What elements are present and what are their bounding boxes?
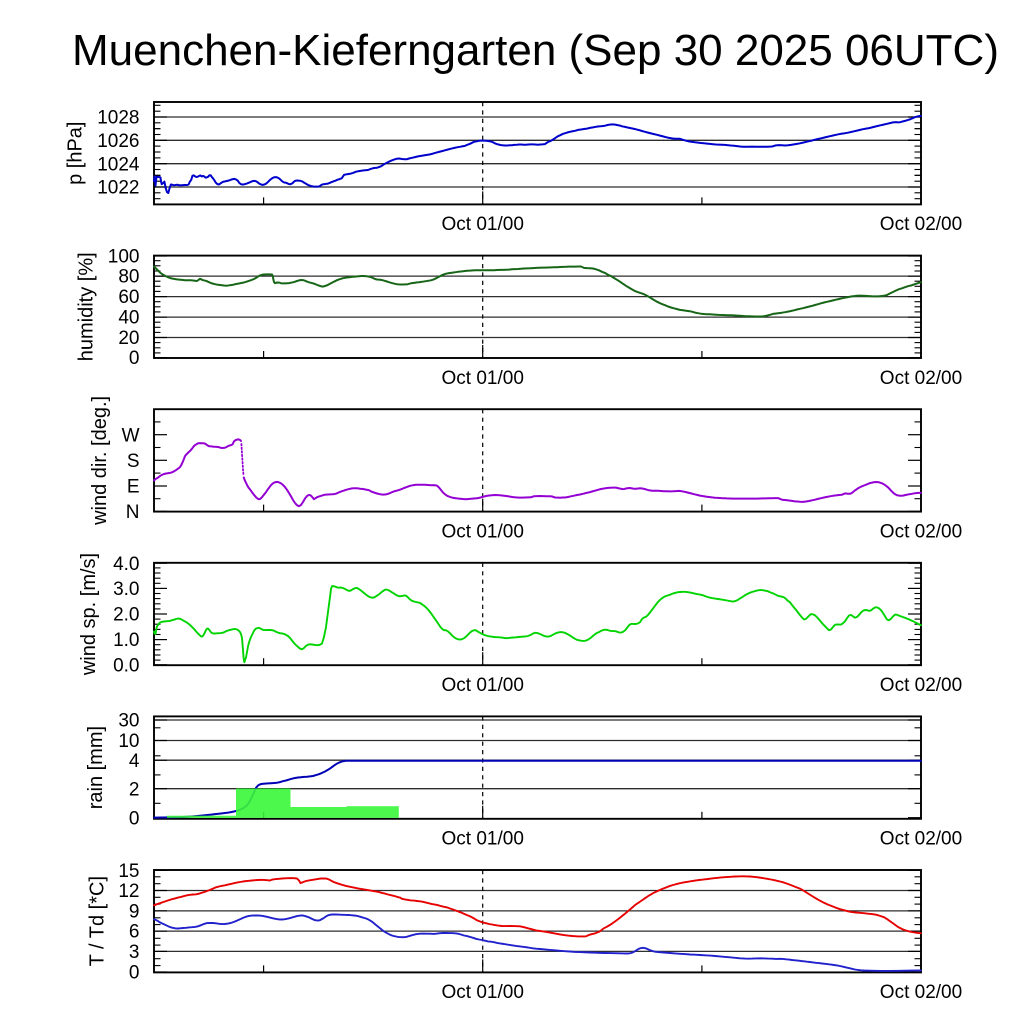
svg-text:p [hPa]: p [hPa] (65, 122, 87, 185)
svg-text:10: 10 (118, 731, 139, 752)
svg-text:0: 0 (129, 348, 140, 369)
svg-text:Oct 01/00: Oct 01/00 (442, 368, 524, 389)
svg-text:Oct 02/00: Oct 02/00 (880, 829, 962, 850)
svg-text:2.0: 2.0 (113, 605, 139, 626)
svg-text:3.0: 3.0 (113, 579, 139, 600)
svg-text:S: S (127, 451, 140, 472)
svg-text:0.0: 0.0 (113, 655, 139, 676)
svg-text:60: 60 (118, 287, 139, 308)
svg-text:wind sp. [m/s]: wind sp. [m/s] (78, 553, 100, 676)
svg-text:1028: 1028 (97, 108, 139, 129)
svg-text:T / Td [*C]: T / Td [*C] (87, 876, 109, 966)
svg-text:30: 30 (118, 711, 139, 732)
svg-text:Oct 02/00: Oct 02/00 (880, 982, 962, 1003)
svg-text:1024: 1024 (97, 154, 140, 175)
svg-text:Oct 01/00: Oct 01/00 (442, 214, 524, 235)
svg-text:humidity [%]: humidity [%] (75, 252, 97, 361)
svg-text:1022: 1022 (97, 178, 139, 199)
svg-text:rain [mm]: rain [mm] (85, 726, 107, 809)
svg-text:6: 6 (129, 922, 140, 943)
svg-text:2: 2 (129, 779, 140, 800)
svg-text:4: 4 (129, 751, 140, 772)
svg-text:wind dir. [deg.]: wind dir. [deg.] (89, 396, 111, 526)
svg-text:1.0: 1.0 (113, 630, 139, 651)
svg-text:15: 15 (118, 861, 139, 882)
svg-text:12: 12 (118, 881, 139, 902)
svg-text:W: W (122, 425, 140, 446)
svg-text:Oct 01/00: Oct 01/00 (442, 675, 524, 696)
svg-text:40: 40 (118, 308, 139, 329)
svg-text:100: 100 (108, 247, 140, 268)
svg-text:Oct 02/00: Oct 02/00 (880, 675, 962, 696)
svg-text:20: 20 (118, 328, 139, 349)
svg-text:4.0: 4.0 (113, 554, 139, 575)
svg-text:0: 0 (129, 808, 140, 829)
svg-text:Oct 01/00: Oct 01/00 (442, 982, 524, 1003)
svg-text:80: 80 (118, 267, 139, 288)
svg-text:N: N (126, 502, 140, 523)
svg-text:0: 0 (129, 963, 140, 984)
svg-text:Oct 01/00: Oct 01/00 (442, 521, 524, 542)
svg-text:Oct 02/00: Oct 02/00 (880, 521, 962, 542)
svg-text:3: 3 (129, 942, 140, 963)
svg-text:E: E (127, 477, 140, 498)
svg-text:Oct 01/00: Oct 01/00 (442, 829, 524, 850)
svg-text:Oct 02/00: Oct 02/00 (880, 368, 962, 389)
svg-text:1026: 1026 (97, 131, 139, 152)
svg-text:9: 9 (129, 902, 140, 923)
svg-text:Muenchen-Kieferngarten (Sep 30: Muenchen-Kieferngarten (Sep 30 2025 06UT… (72, 26, 999, 75)
svg-text:Oct 02/00: Oct 02/00 (880, 214, 962, 235)
